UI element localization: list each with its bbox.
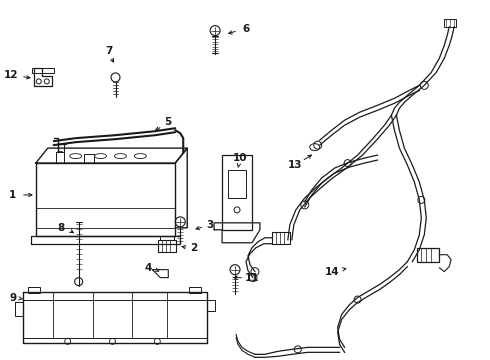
Text: 11: 11 bbox=[245, 273, 259, 283]
Text: 2: 2 bbox=[191, 243, 198, 253]
Text: 13: 13 bbox=[288, 160, 302, 170]
Text: 14: 14 bbox=[324, 267, 339, 276]
Text: 10: 10 bbox=[233, 153, 247, 163]
Bar bbox=[417, 248, 439, 262]
Bar bbox=[189, 287, 201, 293]
Text: 8: 8 bbox=[57, 223, 64, 233]
Bar bbox=[272, 232, 290, 244]
Text: 5: 5 bbox=[165, 117, 172, 127]
Bar bbox=[28, 287, 40, 293]
Bar bbox=[222, 155, 252, 230]
Bar bbox=[32, 68, 54, 73]
Bar bbox=[158, 240, 176, 252]
Text: 1: 1 bbox=[9, 190, 17, 200]
Text: 6: 6 bbox=[243, 24, 249, 33]
Bar bbox=[444, 19, 456, 27]
Text: 3: 3 bbox=[206, 220, 214, 230]
Bar bbox=[160, 236, 174, 240]
Text: 7: 7 bbox=[105, 45, 112, 55]
Text: 9: 9 bbox=[9, 293, 17, 302]
Text: 4: 4 bbox=[145, 263, 152, 273]
Bar bbox=[228, 170, 246, 198]
Text: 12: 12 bbox=[3, 71, 18, 80]
